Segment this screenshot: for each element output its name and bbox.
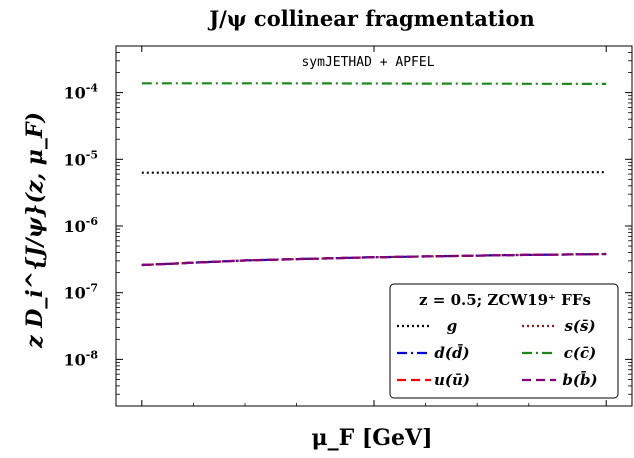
series-line-c (141, 82, 607, 85)
y-tick-label: 10-4 (64, 82, 99, 103)
legend-entries: g d(d̄) u(ū) s(s̄) c(c̄) b(b̄) (397, 317, 598, 389)
y-axis-ticks: 10-4 10-5 10-6 10-7 10-8 (64, 45, 632, 407)
series-line-g (141, 171, 607, 174)
legend-label: g (447, 317, 458, 335)
series-line-b (141, 252, 607, 267)
y-tick-label: 10-6 (64, 215, 99, 236)
x-axis-label: μ_F [GeV] (311, 425, 432, 451)
chart-title: J/ψ collinear fragmentation (207, 6, 535, 31)
legend-label: c(c̄) (564, 344, 596, 362)
legend-box (389, 283, 619, 399)
x-axis-ticks (141, 46, 607, 406)
annotation-label: symJETHAD + APFEL (301, 55, 434, 70)
legend: z = 0.5; ZCW19⁺ FFs g d(d̄) u(ū) s(s̄) c(c̄)… (389, 283, 619, 399)
legend-label: d(d̄) (434, 343, 469, 362)
series-lines (141, 82, 607, 267)
legend-title: z = 0.5; ZCW19⁺ FFs (419, 291, 591, 309)
y-axis-label: z D_i^{J/ψ}(z, μ_F) (22, 112, 48, 349)
legend-label: s(s̄) (564, 317, 595, 335)
y-tick-label: 10-7 (64, 282, 99, 303)
legend-label: u(ū) (434, 371, 470, 389)
y-tick-label: 10-8 (64, 348, 99, 369)
legend-label: b(b̄) (562, 370, 597, 389)
y-tick-label: 10-5 (64, 148, 99, 169)
series-line-d (141, 252, 607, 267)
